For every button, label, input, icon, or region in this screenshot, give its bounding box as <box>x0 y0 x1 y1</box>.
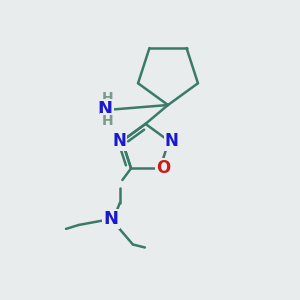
Text: N: N <box>165 132 179 150</box>
Text: N: N <box>98 100 112 118</box>
Text: O: O <box>156 159 170 177</box>
Text: N: N <box>112 132 126 150</box>
Text: H: H <box>102 91 113 105</box>
Text: N: N <box>103 210 118 228</box>
Text: H: H <box>102 114 113 128</box>
